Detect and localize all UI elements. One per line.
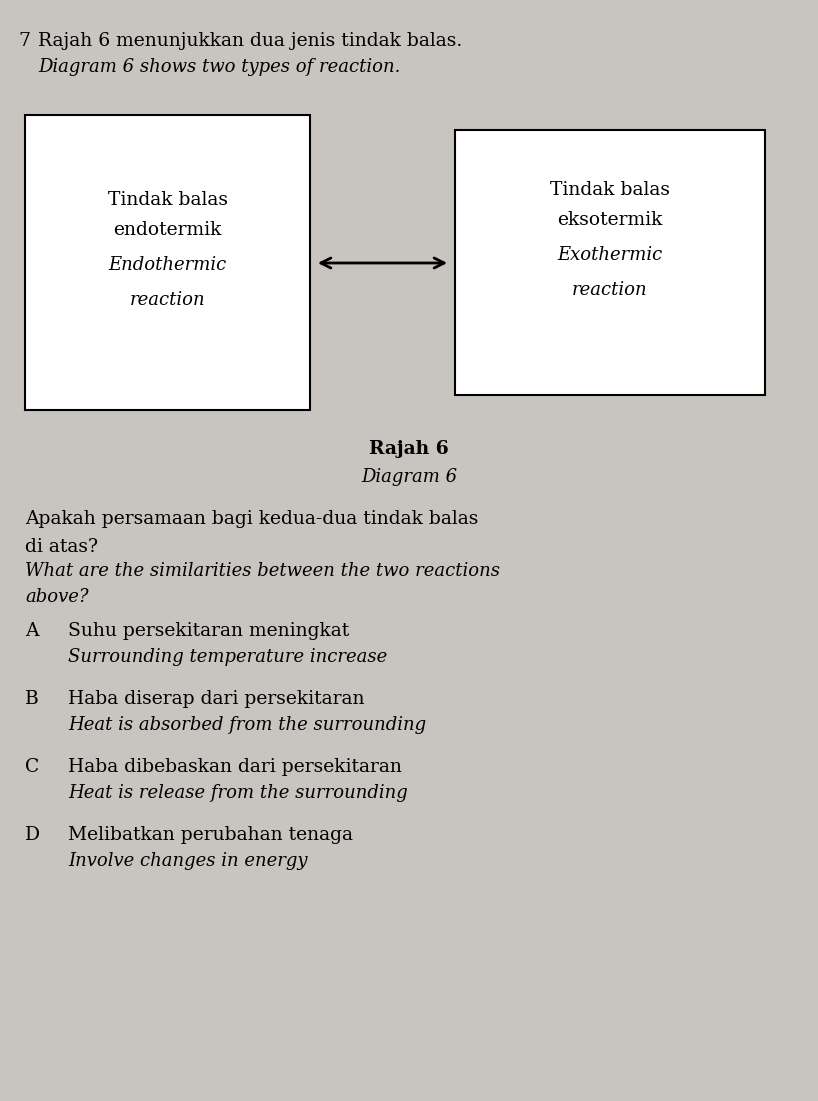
Text: Suhu persekitaran meningkat: Suhu persekitaran meningkat: [68, 622, 349, 640]
Text: A: A: [25, 622, 38, 640]
Text: Rajah 6: Rajah 6: [369, 440, 449, 458]
Text: endotermik: endotermik: [114, 221, 222, 239]
Text: reaction: reaction: [572, 281, 648, 299]
Text: Endothermic: Endothermic: [108, 257, 227, 274]
Bar: [25, 115, 310, 410]
Text: Diagram 6: Diagram 6: [361, 468, 457, 486]
Text: reaction: reaction: [130, 291, 205, 309]
Text: di atas?: di atas?: [25, 538, 98, 556]
Text: Heat is absorbed from the surrounding: Heat is absorbed from the surrounding: [68, 716, 426, 734]
Text: Surrounding temperature increase: Surrounding temperature increase: [68, 648, 387, 666]
Text: eksotermik: eksotermik: [557, 211, 663, 229]
Text: Haba diserap dari persekitaran: Haba diserap dari persekitaran: [68, 690, 365, 708]
Text: above?: above?: [25, 588, 88, 606]
Text: B: B: [25, 690, 38, 708]
Text: Exothermic: Exothermic: [557, 246, 663, 264]
Text: Tindak balas: Tindak balas: [107, 190, 227, 209]
Text: Melibatkan perubahan tenaga: Melibatkan perubahan tenaga: [68, 826, 353, 844]
Bar: [455, 130, 765, 395]
Text: C: C: [25, 757, 39, 776]
Text: Haba dibebaskan dari persekitaran: Haba dibebaskan dari persekitaran: [68, 757, 402, 776]
Text: Rajah 6 menunjukkan dua jenis tindak balas.: Rajah 6 menunjukkan dua jenis tindak bal…: [38, 32, 462, 50]
Text: Tindak balas: Tindak balas: [550, 181, 670, 199]
Text: Heat is release from the surrounding: Heat is release from the surrounding: [68, 784, 407, 802]
Text: 7: 7: [18, 32, 30, 50]
Text: D: D: [25, 826, 40, 844]
Text: Involve changes in energy: Involve changes in energy: [68, 852, 308, 870]
Text: What are the similarities between the two reactions: What are the similarities between the tw…: [25, 562, 500, 580]
Text: Apakah persamaan bagi kedua-dua tindak balas: Apakah persamaan bagi kedua-dua tindak b…: [25, 510, 479, 528]
Text: Diagram 6 shows two types of reaction.: Diagram 6 shows two types of reaction.: [38, 58, 400, 76]
